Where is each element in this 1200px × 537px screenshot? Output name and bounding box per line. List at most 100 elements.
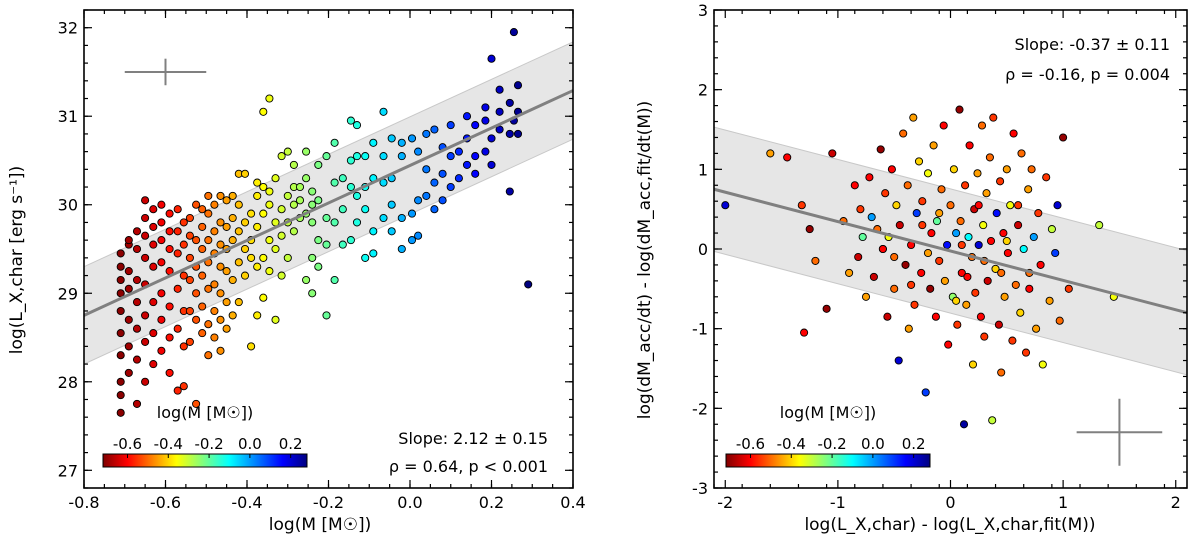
data-point bbox=[322, 311, 331, 320]
data-point bbox=[314, 262, 323, 271]
data-point bbox=[997, 368, 1006, 377]
data-point bbox=[240, 218, 250, 227]
data-point bbox=[438, 196, 447, 205]
data-point bbox=[265, 236, 274, 245]
data-point bbox=[330, 218, 339, 227]
axis-ticks: -0.8 -0.6 -0.4 -0.2 0.0 0.2 0.4 27 28 29 30 31 32 bbox=[58, 9, 586, 512]
data-point bbox=[883, 312, 892, 321]
colorbar-label: log(M [M☉]) bbox=[157, 403, 253, 422]
data-point bbox=[259, 107, 268, 116]
x-tick-label: 0 bbox=[945, 493, 955, 512]
data-point bbox=[216, 218, 225, 227]
slope-annotation: Slope: 2.12 ± 0.15 bbox=[398, 429, 548, 448]
data-point bbox=[462, 160, 472, 169]
data-point bbox=[157, 315, 166, 324]
data-point bbox=[361, 205, 370, 214]
data-point bbox=[157, 258, 166, 267]
data-point bbox=[132, 298, 142, 307]
data-point bbox=[907, 280, 916, 289]
data-point bbox=[322, 213, 331, 223]
data-point bbox=[1009, 129, 1018, 138]
data-point bbox=[881, 189, 890, 198]
data-point bbox=[1014, 221, 1023, 230]
data-point bbox=[850, 181, 859, 190]
data-point bbox=[935, 256, 944, 265]
data-point bbox=[407, 134, 417, 143]
data-point bbox=[918, 221, 927, 230]
data-point bbox=[923, 169, 933, 178]
data-point bbox=[487, 160, 496, 169]
data-point bbox=[314, 160, 323, 169]
data-point bbox=[890, 252, 899, 262]
data-point bbox=[141, 213, 150, 223]
colorbar-gradient bbox=[725, 453, 931, 468]
data-point bbox=[949, 165, 958, 174]
data-point bbox=[132, 324, 142, 333]
data-point bbox=[1042, 173, 1051, 182]
x-axis-label: log(L_X,char) - log(L_X,char,fit(M)) bbox=[804, 515, 1095, 535]
data-point bbox=[277, 231, 286, 240]
data-point bbox=[397, 152, 406, 161]
data-point bbox=[271, 174, 280, 183]
colorbar-ticks: -0.6 -0.4 -0.2 0.0 0.2 bbox=[736, 435, 926, 458]
data-point bbox=[165, 333, 174, 342]
data-point bbox=[198, 302, 207, 311]
data-point bbox=[430, 205, 439, 214]
data-point bbox=[157, 346, 166, 355]
data-point bbox=[259, 209, 268, 218]
colorbar-tick-label: -0.6 bbox=[736, 435, 765, 453]
data-point bbox=[192, 399, 201, 408]
data-point bbox=[495, 107, 504, 116]
data-point bbox=[157, 218, 166, 227]
data-point bbox=[1029, 232, 1038, 242]
data-point bbox=[965, 141, 974, 150]
data-point bbox=[173, 386, 182, 395]
fit-line-segment bbox=[83, 89, 574, 317]
data-point bbox=[912, 209, 921, 218]
data-point bbox=[959, 420, 969, 429]
data-point bbox=[116, 408, 125, 417]
colorbar-tick-label: 0.0 bbox=[238, 435, 262, 453]
data-point bbox=[957, 268, 966, 277]
data-point bbox=[283, 147, 292, 156]
data-point bbox=[783, 153, 792, 162]
data-point bbox=[1045, 296, 1054, 305]
data-point bbox=[330, 178, 339, 187]
scatter-points bbox=[116, 28, 533, 417]
data-point bbox=[173, 205, 182, 214]
data-point bbox=[1036, 260, 1045, 269]
data-point bbox=[259, 293, 268, 302]
data-point bbox=[240, 244, 250, 254]
y-tick-label: 31 bbox=[58, 107, 78, 126]
data-point bbox=[173, 249, 182, 258]
data-point bbox=[210, 333, 219, 342]
data-point bbox=[963, 272, 972, 281]
data-point bbox=[397, 138, 406, 147]
data-point bbox=[141, 377, 150, 386]
data-point bbox=[976, 312, 985, 321]
x-tick-label: 0.4 bbox=[560, 493, 585, 512]
right-panel: -2 -1 0 1 2 -3 -2 -1 0 1 2 3 Slope: -0.37 ± 0.11 ρ … bbox=[635, 1, 1188, 535]
data-point bbox=[361, 152, 370, 161]
data-point bbox=[149, 222, 158, 231]
data-point bbox=[308, 289, 317, 298]
data-point bbox=[302, 174, 311, 183]
data-point bbox=[330, 138, 339, 147]
y-axis-label: log(L_X,char [erg s⁻¹]) bbox=[7, 166, 27, 354]
data-point bbox=[971, 288, 980, 297]
data-point bbox=[165, 227, 174, 236]
data-point bbox=[352, 218, 362, 227]
data-point bbox=[952, 296, 961, 305]
data-point bbox=[509, 28, 518, 37]
data-point bbox=[1006, 201, 1015, 210]
data-point bbox=[157, 289, 166, 298]
data-point bbox=[917, 268, 926, 277]
data-point bbox=[271, 315, 280, 324]
data-point bbox=[992, 209, 1001, 218]
data-point bbox=[379, 152, 388, 161]
data-point bbox=[996, 177, 1005, 186]
data-point bbox=[890, 284, 899, 293]
data-point bbox=[387, 134, 396, 143]
data-point bbox=[379, 107, 388, 116]
data-point bbox=[926, 284, 935, 293]
